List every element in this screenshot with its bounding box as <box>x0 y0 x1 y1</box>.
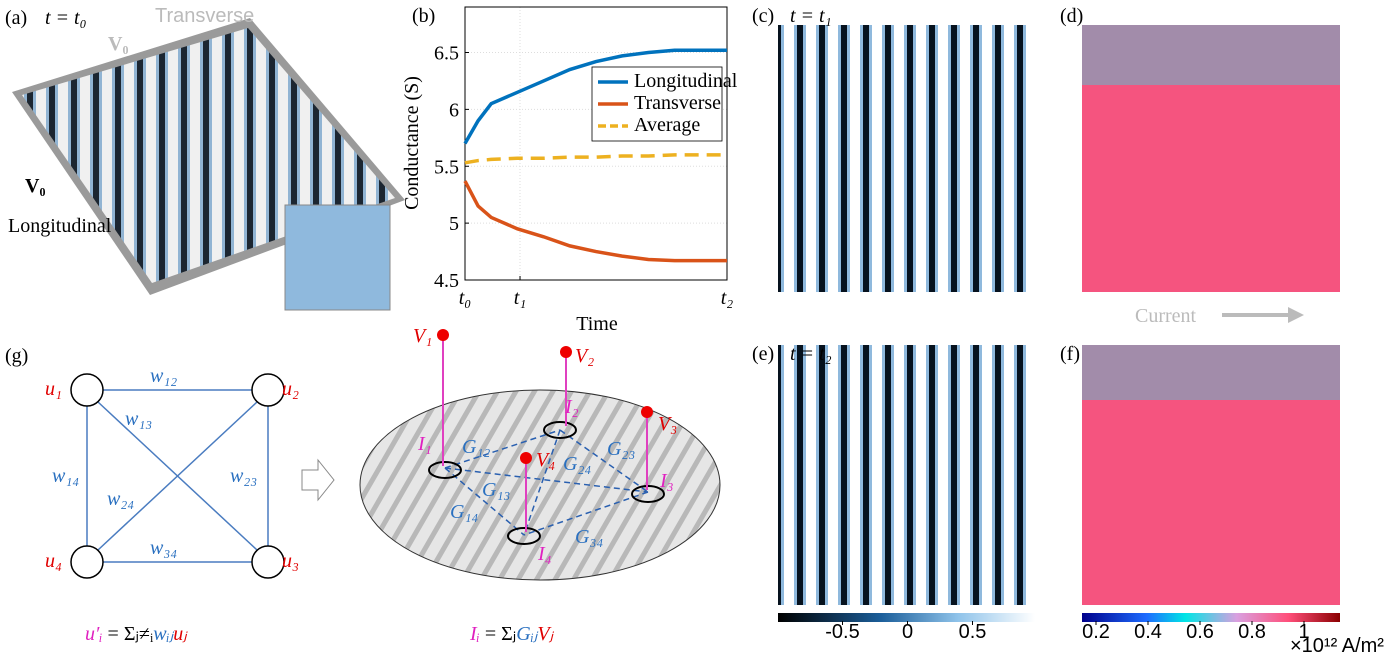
formula: u′ᵢ = Σⱼ≠ᵢwᵢⱼuⱼ <box>85 623 188 645</box>
conductance-label: G₁₃ <box>482 479 510 501</box>
x-tick-label: t₁ <box>514 287 527 309</box>
voltage-label: V₂ <box>575 345 594 367</box>
node-label: u₂ <box>282 378 299 400</box>
edge-weight: w₂₃ <box>230 465 257 487</box>
legend-label: Average <box>634 114 700 136</box>
node-label: u₁ <box>45 378 62 400</box>
formula-part: u′ᵢ <box>85 623 103 645</box>
panel-c: (c) t = t₁ <box>752 5 1035 292</box>
panel-a: (a) t = t₀ Transverse V₀ V₀ Longitudinal <box>5 5 405 310</box>
edge-weight: w₁₂ <box>150 365 177 387</box>
x-tick-label: t₂ <box>721 287 734 309</box>
current-label: I₄ <box>537 543 552 565</box>
legend-label: Transverse <box>634 92 721 114</box>
edge-weight: w₂₄ <box>107 488 134 510</box>
colorbar-label: -0.5 <box>825 621 859 643</box>
panel-label: (d) <box>1060 5 1083 27</box>
y-tick-label: 5 <box>449 213 459 235</box>
formula-part: Gᵢⱼ <box>516 623 539 645</box>
plot-frame <box>465 7 727 280</box>
panel-label: (b) <box>412 5 435 27</box>
v0-label: V₀ <box>25 175 45 197</box>
x-axis-label: Time <box>576 313 618 335</box>
current-label: Current <box>1135 305 1197 327</box>
voltage-label: V₁ <box>413 325 432 347</box>
formula-part: wᵢⱼ <box>153 623 175 645</box>
v0-label: V₀ <box>108 33 128 55</box>
panel-label: (c) <box>752 5 774 27</box>
series-line <box>465 181 727 261</box>
conductance-label: G₂₄ <box>563 453 591 475</box>
pattern-image <box>778 345 1035 605</box>
panel-d: (d) Current <box>1060 5 1340 327</box>
current-image <box>1082 345 1340 400</box>
current-label: I₃ <box>659 470 674 492</box>
edge-weight: w₁₄ <box>52 465 79 487</box>
time-label: t = t₀ <box>45 7 87 29</box>
pattern-image <box>778 25 1035 292</box>
current-image <box>1082 25 1340 85</box>
transverse-label: Transverse <box>155 5 254 27</box>
colorbar-label: 0.2 <box>1082 621 1110 643</box>
time-label: t = t₁ <box>790 5 832 27</box>
conductance-label: G₂₃ <box>607 438 635 460</box>
panel-label: (f) <box>1060 343 1080 365</box>
conductance-label: G₃₄ <box>575 526 603 548</box>
inset <box>285 205 390 310</box>
colorbar-label: 0 <box>902 621 913 643</box>
arrow <box>1288 307 1304 323</box>
figure: (a) t = t₀ Transverse V₀ V₀ Longitudinal… <box>0 0 1387 662</box>
colorbar-label: 0.8 <box>1238 621 1266 643</box>
chart: (b) Conductance (S) Time 4.5 5 5.5 6 6.5 t₀ t₁… <box>401 5 738 335</box>
y-axis-label: Conductance (S) <box>401 76 423 210</box>
current-label: I₂ <box>564 396 579 418</box>
formula-part: uⱼ <box>173 623 188 645</box>
y-tick-label: 6 <box>449 99 459 121</box>
legend-label: Longitudinal <box>634 70 738 92</box>
formula-part: = Σⱼ <box>480 623 516 645</box>
node-label: u₄ <box>45 550 62 572</box>
conductance-label: G₁₄ <box>450 501 478 523</box>
voltage-label: V₄ <box>536 449 555 471</box>
colorbar-label: 0.5 <box>959 621 987 643</box>
time-label: t = t₂ <box>790 343 832 365</box>
current-label: I₁ <box>417 433 432 455</box>
panel-f: (f) ×10¹² A/m² <box>1060 343 1384 657</box>
voltage-label: V₃ <box>658 413 677 435</box>
y-tick-label: 4.5 <box>434 270 459 292</box>
colorbar-label: 1 <box>1298 621 1309 643</box>
formula-part: Vⱼ <box>537 623 554 645</box>
formula-part: Iᵢ <box>469 623 480 645</box>
x-tick-label: t₀ <box>459 287 472 309</box>
formula: Iᵢ = ΣⱼGᵢⱼVⱼ <box>469 623 555 645</box>
formula-part: = Σⱼ≠ᵢ <box>103 623 154 645</box>
y-tick-label: 5.5 <box>434 156 459 178</box>
longitudinal-label: Longitudinal <box>8 215 112 237</box>
edge-weight: w₁₃ <box>125 408 152 430</box>
panel-label: (g) <box>5 345 28 367</box>
panel-label: (e) <box>752 343 774 365</box>
panel-e: (e) t = t₂ <box>752 343 1035 622</box>
colorbar-label: 0.4 <box>1134 621 1162 643</box>
colorbar-label: 0.6 <box>1186 621 1214 643</box>
series-line <box>465 155 727 163</box>
edge-weight: w₃₄ <box>150 537 177 559</box>
node-label: u₃ <box>282 550 299 572</box>
y-tick-label: 6.5 <box>434 43 459 65</box>
conductance-label: G₁₂ <box>462 436 490 458</box>
panel-label: (a) <box>5 7 27 29</box>
